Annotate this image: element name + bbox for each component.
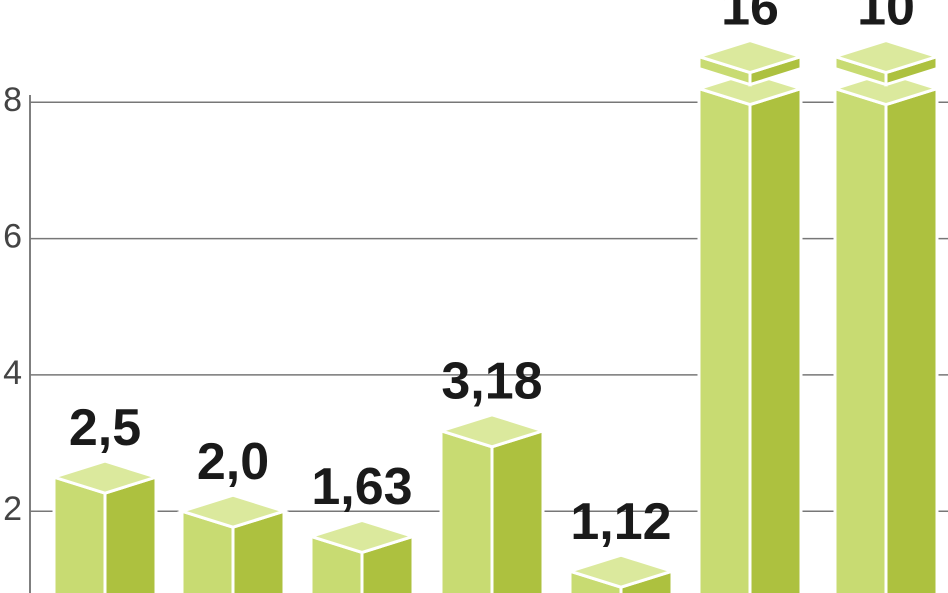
bar-top bbox=[305, 518, 419, 554]
y-tick-label: 2 bbox=[3, 490, 22, 528]
bar-cap-top bbox=[693, 39, 807, 75]
bar-top bbox=[564, 553, 678, 589]
value-label: 2,5 bbox=[69, 399, 141, 457]
bar bbox=[439, 428, 494, 593]
bar-side bbox=[490, 428, 545, 593]
value-label: 16 bbox=[721, 0, 779, 36]
value-label: 10 bbox=[857, 0, 915, 36]
y-tick-label: 8 bbox=[3, 81, 22, 119]
value-label: 1,63 bbox=[311, 458, 412, 516]
y-tick-label: 6 bbox=[3, 218, 22, 256]
bar-side bbox=[748, 86, 803, 593]
bar bbox=[697, 86, 752, 593]
bar-cap-top bbox=[829, 39, 943, 75]
bar-top bbox=[48, 459, 162, 495]
bar-side bbox=[103, 475, 158, 593]
y-tick-label: 4 bbox=[3, 354, 22, 392]
bar bbox=[833, 86, 888, 593]
bar bbox=[52, 475, 107, 593]
bar-top bbox=[176, 493, 290, 529]
bar-top bbox=[435, 413, 549, 449]
bar-side bbox=[884, 86, 939, 593]
value-label: 1,12 bbox=[570, 493, 671, 551]
value-label: 2,0 bbox=[197, 433, 269, 491]
value-label: 3,18 bbox=[441, 353, 542, 411]
